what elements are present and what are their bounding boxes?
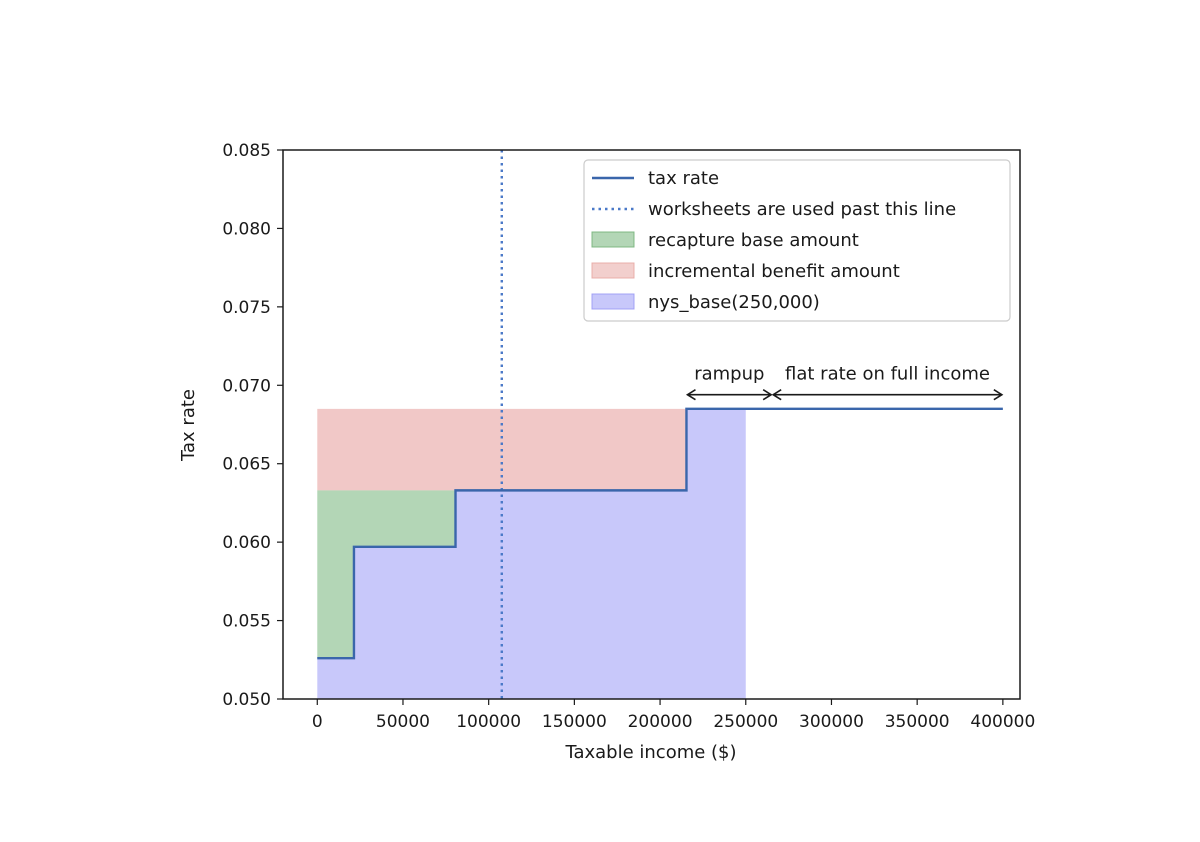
arrowhead-left-icon [771, 389, 782, 401]
y-axis-label: Tax rate [178, 389, 199, 462]
legend-key-fill [591, 231, 635, 248]
annotations-layer: rampup flat rate on full income [685, 364, 1004, 401]
y-tick-label: 0.075 [222, 298, 271, 318]
annotation-label: flat rate on full income [785, 364, 990, 385]
legend-key-fill [591, 262, 635, 279]
legend-label: incremental benefit amount [648, 261, 900, 282]
arrowhead-right-icon [762, 389, 773, 401]
y-tick-label: 0.050 [222, 690, 271, 710]
y-tick-label: 0.055 [222, 612, 271, 632]
x-tick-label: 100000 [456, 712, 521, 732]
legend-box [583, 159, 1011, 322]
plot-frame [282, 149, 1021, 700]
x-tick-label: 50000 [376, 712, 430, 732]
arrowhead-right-icon [993, 389, 1004, 401]
legend-label: recapture base amount [648, 230, 859, 251]
y-tick-label: 0.065 [222, 455, 271, 475]
y-tick-label: 0.080 [222, 219, 271, 239]
legend-label: tax rate [648, 168, 719, 189]
y-tick-label: 0.070 [222, 376, 271, 396]
axes-layer: 0 50000 100000 150000 200000 250000 300000 3500… [222, 141, 1035, 732]
arrowhead-left-icon [685, 389, 696, 401]
x-tick-label: 150000 [542, 712, 607, 732]
legend-label: worksheets are used past this line [648, 199, 956, 220]
x-tick-label: 350000 [885, 712, 950, 732]
fill-nys-base [317, 408, 746, 699]
fill-recapture-base [317, 490, 456, 659]
x-tick-label: 400000 [970, 712, 1035, 732]
fills-layer [317, 408, 746, 699]
annotation-label: rampup [694, 364, 764, 385]
y-tick-label: 0.060 [222, 533, 271, 553]
x-tick-label: 250000 [713, 712, 778, 732]
legend-key-fill [591, 293, 635, 310]
legend-label: nys_base(250,000) [648, 292, 820, 313]
x-tick-label: 0 [312, 712, 323, 732]
x-tick-label: 200000 [628, 712, 693, 732]
lines-layer [317, 150, 1003, 699]
x-tick-label: 300000 [799, 712, 864, 732]
x-axis-label: Taxable income ($) [564, 742, 736, 763]
legend: tax rate worksheets are used past this li… [583, 159, 1011, 322]
y-tick-label: 0.085 [222, 141, 271, 161]
tax-rate-line [317, 407, 1003, 660]
